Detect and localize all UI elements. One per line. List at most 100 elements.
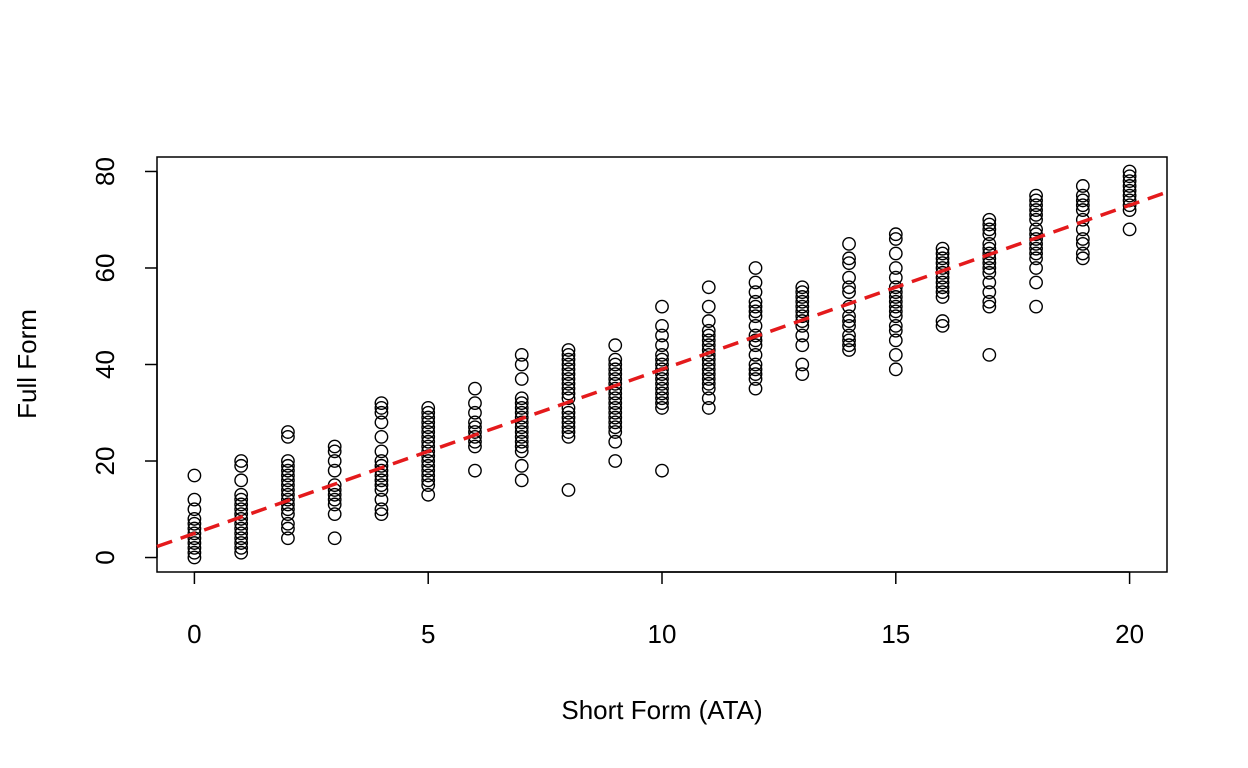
data-point — [842, 285, 856, 300]
data-point — [701, 314, 716, 328]
data-point — [234, 526, 249, 541]
data-point — [421, 425, 436, 439]
data-point — [795, 304, 810, 319]
data-point — [1075, 188, 1090, 203]
data-point — [795, 280, 810, 295]
data-point — [1075, 193, 1090, 208]
data-point — [561, 376, 576, 391]
fit-line — [156, 190, 1168, 549]
data-point — [982, 347, 997, 362]
x-tick-label: 15 — [881, 619, 910, 649]
data-point — [935, 318, 950, 333]
data-point — [982, 275, 997, 290]
data-point — [748, 347, 763, 362]
data-point — [561, 343, 576, 357]
data-point — [187, 536, 202, 550]
data-point — [701, 357, 716, 372]
data-point — [842, 270, 856, 285]
data-point — [795, 290, 810, 304]
data-point — [748, 261, 763, 275]
data-point — [468, 425, 482, 439]
data-point — [374, 415, 389, 430]
data-point — [187, 502, 202, 517]
data-point — [514, 347, 529, 362]
data-point — [374, 492, 389, 507]
data-point — [701, 333, 716, 348]
data-point — [888, 280, 903, 295]
data-point — [1075, 179, 1090, 193]
data-point — [421, 454, 436, 468]
data-point — [514, 444, 529, 459]
data-point — [514, 391, 529, 406]
data-point — [748, 367, 763, 382]
data-point — [421, 420, 436, 435]
data-point — [888, 347, 903, 362]
data-point — [1029, 198, 1043, 213]
data-point — [842, 251, 856, 266]
data-point — [468, 396, 482, 411]
data-point — [514, 372, 529, 386]
data-point — [888, 261, 903, 275]
y-tick-label: 20 — [90, 447, 120, 476]
data-point — [281, 521, 295, 536]
data-point — [234, 492, 249, 507]
data-point — [1075, 251, 1090, 266]
y-tick-label: 0 — [90, 550, 120, 564]
data-point — [281, 478, 295, 493]
data-point — [421, 429, 436, 444]
x-axis: 0 5 10 15 20 — [187, 571, 1144, 649]
data-point — [374, 478, 389, 493]
data-point — [748, 285, 763, 300]
data-point — [281, 463, 295, 478]
data-point — [421, 405, 436, 420]
data-point — [327, 507, 342, 521]
data-point — [327, 492, 342, 507]
data-point — [842, 236, 856, 251]
data-point — [748, 357, 763, 372]
data-point — [748, 338, 763, 353]
data-point — [234, 545, 249, 560]
data-point — [421, 410, 436, 425]
data-point — [888, 290, 903, 304]
data-point — [421, 401, 436, 415]
data-point — [561, 362, 576, 377]
data-point — [655, 463, 669, 478]
data-point — [608, 391, 623, 406]
data-point — [655, 386, 669, 401]
data-point — [1029, 261, 1043, 275]
data-point — [701, 362, 716, 377]
data-point — [888, 270, 903, 285]
data-point — [374, 502, 389, 517]
data-point — [421, 473, 436, 488]
data-point — [842, 280, 856, 295]
data-point — [561, 410, 576, 425]
data-point — [187, 512, 202, 526]
data-point — [1029, 251, 1043, 266]
data-point — [561, 425, 576, 439]
data-point — [888, 318, 903, 333]
data-point — [327, 444, 342, 459]
data-point — [561, 391, 576, 406]
data-point — [1122, 174, 1137, 189]
data-point — [701, 376, 716, 391]
data-points — [187, 164, 1137, 565]
data-point — [374, 405, 389, 420]
data-point — [748, 299, 763, 314]
data-point — [514, 410, 529, 425]
data-point — [1122, 188, 1137, 203]
data-point — [234, 487, 249, 502]
data-point — [701, 401, 716, 415]
data-point — [701, 372, 716, 386]
data-point — [561, 420, 576, 435]
data-point — [281, 492, 295, 507]
data-point — [514, 425, 529, 439]
data-point — [701, 299, 716, 314]
data-point — [514, 357, 529, 372]
data-point — [655, 318, 669, 333]
data-point — [187, 468, 202, 483]
data-point — [514, 439, 529, 454]
data-point — [561, 415, 576, 430]
data-point — [842, 256, 856, 271]
data-point — [982, 236, 997, 251]
